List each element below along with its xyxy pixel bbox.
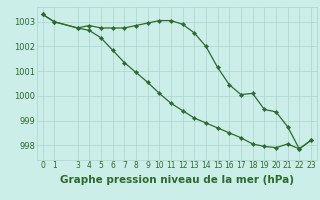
- X-axis label: Graphe pression niveau de la mer (hPa): Graphe pression niveau de la mer (hPa): [60, 175, 294, 185]
